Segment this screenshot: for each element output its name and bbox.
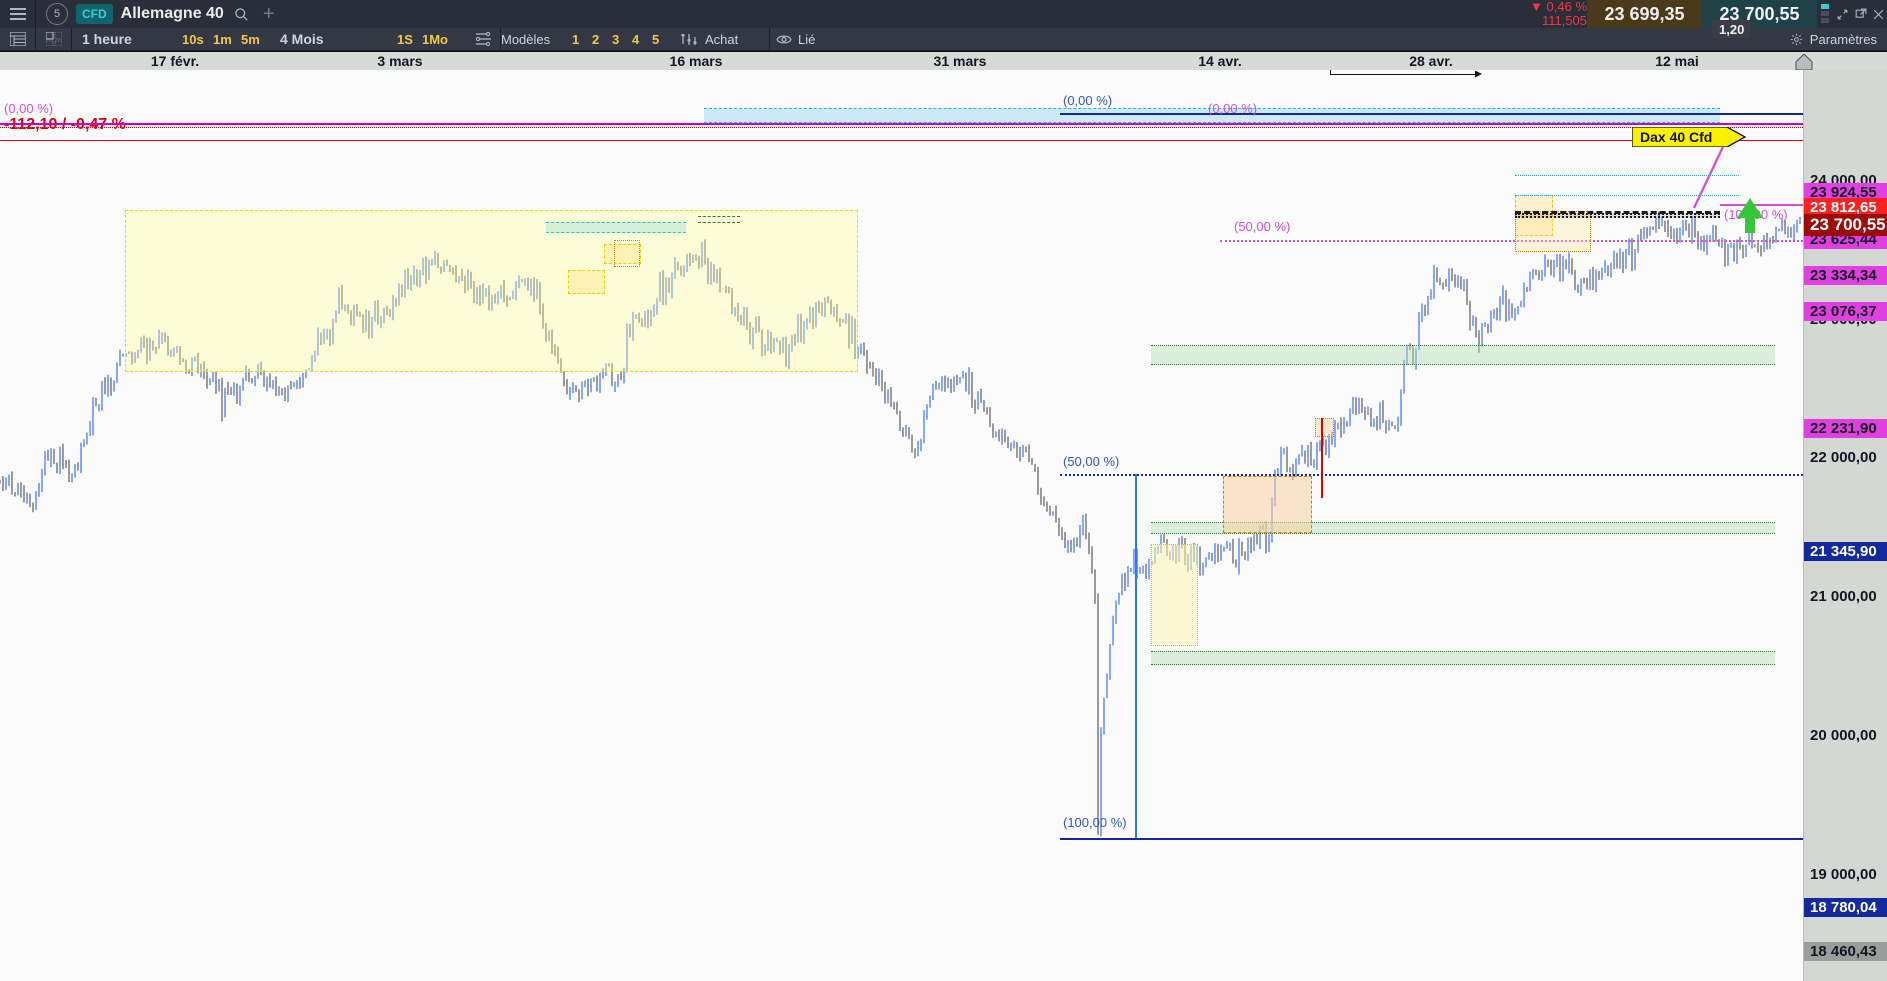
svg-text:Dax 40 Cfd: Dax 40 Cfd [1640,129,1712,145]
